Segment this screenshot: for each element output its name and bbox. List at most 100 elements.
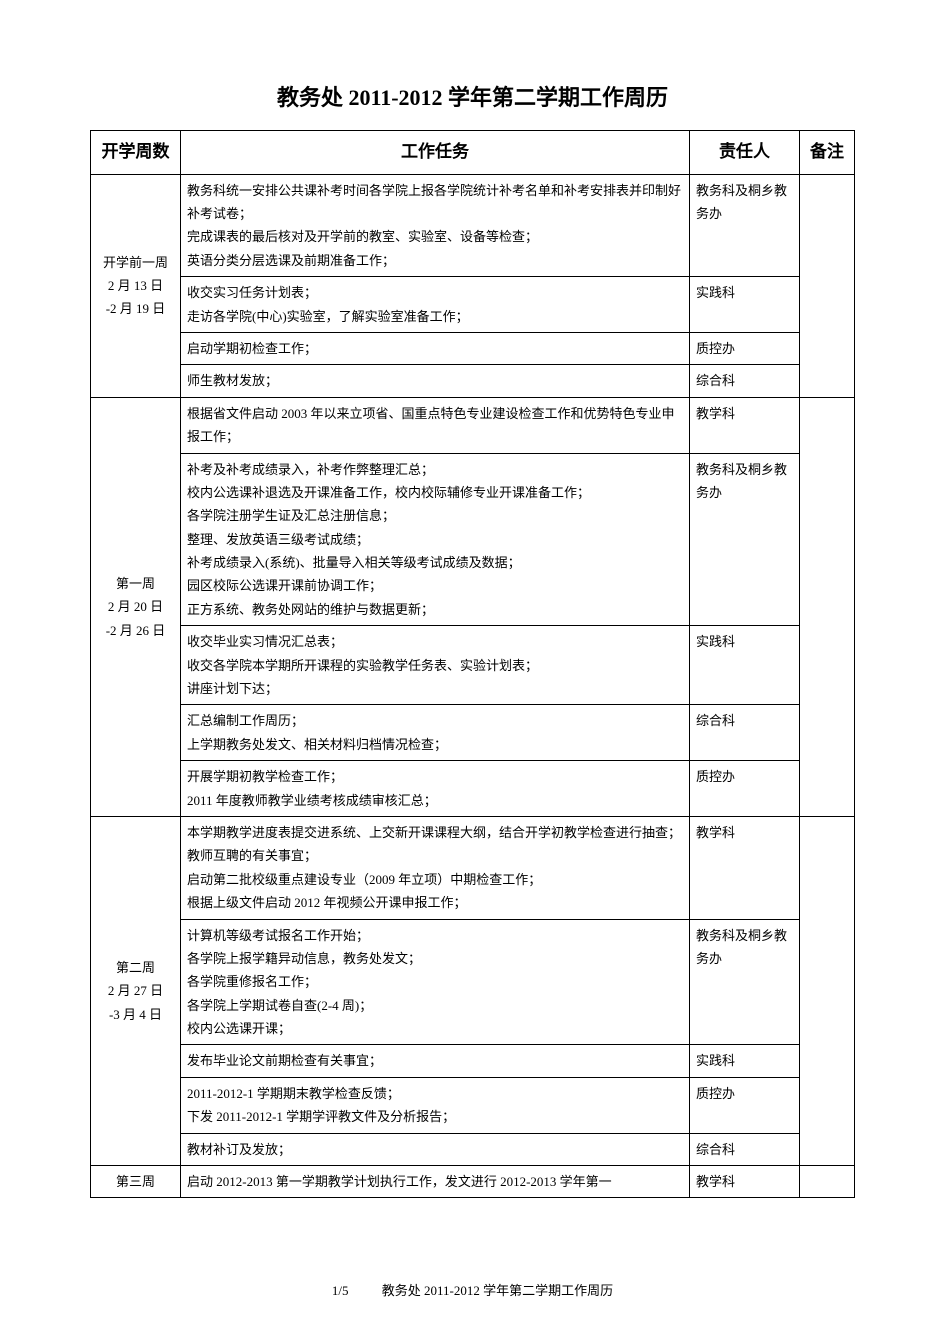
task-cell: 计算机等级考试报名工作开始；各学院上报学籍异动信息，教务处发文；各学院重修报名工… xyxy=(181,919,690,1045)
week-label-line: 2 月 27 日 xyxy=(93,979,178,1002)
person-cell: 实践科 xyxy=(690,626,800,705)
table-row: 第一周2 月 20 日-2 月 26 日根据省文件启动 2003 年以来立项省、… xyxy=(91,397,855,453)
footer-title: 教务处 2011-2012 学年第二学期工作周历 xyxy=(382,1283,613,1298)
person-cell: 教务科及桐乡教务办 xyxy=(690,453,800,626)
week-label-line: 第二周 xyxy=(93,956,178,979)
person-cell: 综合科 xyxy=(690,1133,800,1165)
task-cell: 教务科统一安排公共课补考时间各学院上报各学院统计补考名单和补考安排表并印制好补考… xyxy=(181,174,690,277)
person-cell: 质控办 xyxy=(690,1077,800,1133)
task-cell: 教材补订及发放； xyxy=(181,1133,690,1165)
table-row: 收交毕业实习情况汇总表；收交各学院本学期所开课程的实验教学任务表、实验计划表；讲… xyxy=(91,626,855,705)
task-cell: 2011-2012-1 学期期末教学检查反馈；下发 2011-2012-1 学期… xyxy=(181,1077,690,1133)
task-line: 各学院注册学生证及汇总注册信息； xyxy=(187,504,683,527)
table-row: 开学前一周2 月 13 日-2 月 19 日教务科统一安排公共课补考时间各学院上… xyxy=(91,174,855,277)
task-cell: 启动学期初检查工作； xyxy=(181,332,690,364)
person-cell: 综合科 xyxy=(690,365,800,397)
task-line: 启动 2012-2013 第一学期教学计划执行工作，发文进行 2012-2013… xyxy=(187,1170,683,1193)
task-cell: 收交毕业实习情况汇总表；收交各学院本学期所开课程的实验教学任务表、实验计划表；讲… xyxy=(181,626,690,705)
table-row: 第二周2 月 27 日-3 月 4 日本学期教学进度表提交进系统、上交新开课课程… xyxy=(91,816,855,919)
task-line: 各学院上报学籍异动信息，教务处发文； xyxy=(187,947,683,970)
document-page: 教务处 2011-2012 学年第二学期工作周历 开学周数 工作任务 责任人 备… xyxy=(0,0,945,1337)
task-cell: 根据省文件启动 2003 年以来立项省、国重点特色专业建设检查工作和优势特色专业… xyxy=(181,397,690,453)
task-line: 整理、发放英语三级考试成绩； xyxy=(187,528,683,551)
note-cell xyxy=(800,397,855,816)
task-line: 走访各学院(中心)实验室，了解实验室准备工作； xyxy=(187,305,683,328)
col-header-task: 工作任务 xyxy=(181,131,690,175)
person-cell: 教学科 xyxy=(690,816,800,919)
table-body: 开学前一周2 月 13 日-2 月 19 日教务科统一安排公共课补考时间各学院上… xyxy=(91,174,855,1198)
task-cell: 汇总编制工作周历；上学期教务处发文、相关材料归档情况检查； xyxy=(181,705,690,761)
task-line: 师生教材发放； xyxy=(187,369,683,392)
task-cell: 收交实习任务计划表；走访各学院(中心)实验室，了解实验室准备工作； xyxy=(181,277,690,333)
table-row: 开展学期初教学检查工作；2011 年度教师教学业绩考核成绩审核汇总； 质控办 xyxy=(91,761,855,817)
task-line: 收交毕业实习情况汇总表； xyxy=(187,630,683,653)
table-row: 收交实习任务计划表；走访各学院(中心)实验室，了解实验室准备工作；实践科 xyxy=(91,277,855,333)
week-cell: 第二周2 月 27 日-3 月 4 日 xyxy=(91,816,181,1165)
task-line: 英语分类分层选课及前期准备工作； xyxy=(187,249,683,272)
task-line: 校内公选课补退选及开课准备工作，校内校际辅修专业开课准备工作； xyxy=(187,481,683,504)
table-row: 2011-2012-1 学期期末教学检查反馈；下发 2011-2012-1 学期… xyxy=(91,1077,855,1133)
task-cell: 补考及补考成绩录入，补考作弊整理汇总；校内公选课补退选及开课准备工作，校内校际辅… xyxy=(181,453,690,626)
table-row: 计算机等级考试报名工作开始；各学院上报学籍异动信息，教务处发文；各学院重修报名工… xyxy=(91,919,855,1045)
week-cell: 第三周 xyxy=(91,1166,181,1198)
week-label-line: 2 月 20 日 xyxy=(93,595,178,618)
person-cell: 教学科 xyxy=(690,397,800,453)
table-row: 第三周启动 2012-2013 第一学期教学计划执行工作，发文进行 2012-2… xyxy=(91,1166,855,1198)
week-label-line: 开学前一周 xyxy=(93,251,178,274)
table-header-row: 开学周数 工作任务 责任人 备注 xyxy=(91,131,855,175)
person-cell: 教务科及桐乡教务办 xyxy=(690,174,800,277)
col-header-person: 责任人 xyxy=(690,131,800,175)
task-line: 各学院重修报名工作； xyxy=(187,970,683,993)
week-label-line: 第三周 xyxy=(93,1170,178,1193)
task-line: 教务科统一安排公共课补考时间各学院上报各学院统计补考名单和补考安排表并印制好补考… xyxy=(187,179,683,226)
note-cell xyxy=(800,816,855,1165)
task-line: 启动学期初检查工作； xyxy=(187,337,683,360)
task-cell: 发布毕业论文前期检查有关事宜； xyxy=(181,1045,690,1077)
task-line: 收交各学院本学期所开课程的实验教学任务表、实验计划表； xyxy=(187,654,683,677)
task-line: 发布毕业论文前期检查有关事宜； xyxy=(187,1049,683,1072)
task-line: 收交实习任务计划表； xyxy=(187,281,683,304)
page-number: 1/5 xyxy=(332,1283,349,1298)
task-line: 各学院上学期试卷自查(2-4 周)； xyxy=(187,994,683,1017)
week-label-line: 第一周 xyxy=(93,572,178,595)
person-cell: 教务科及桐乡教务办 xyxy=(690,919,800,1045)
person-cell: 质控办 xyxy=(690,332,800,364)
person-cell: 质控办 xyxy=(690,761,800,817)
task-line: 启动第二批校级重点建设专业（2009 年立项）中期检查工作； xyxy=(187,868,683,891)
person-cell: 实践科 xyxy=(690,1045,800,1077)
col-header-week: 开学周数 xyxy=(91,131,181,175)
task-line: 校内公选课开课； xyxy=(187,1017,683,1040)
person-cell: 实践科 xyxy=(690,277,800,333)
task-line: 计算机等级考试报名工作开始； xyxy=(187,924,683,947)
task-line: 根据省文件启动 2003 年以来立项省、国重点特色专业建设检查工作和优势特色专业… xyxy=(187,402,683,449)
task-line: 教师互聘的有关事宜； xyxy=(187,844,683,867)
task-line: 本学期教学进度表提交进系统、上交新开课课程大纲，结合开学初教学检查进行抽查； xyxy=(187,821,683,844)
task-line: 补考成绩录入(系统)、批量导入相关等级考试成绩及数据； xyxy=(187,551,683,574)
task-line: 根据上级文件启动 2012 年视频公开课申报工作； xyxy=(187,891,683,914)
task-line: 2011-2012-1 学期期末教学检查反馈； xyxy=(187,1082,683,1105)
table-row: 师生教材发放； 综合科 xyxy=(91,365,855,397)
schedule-table: 开学周数 工作任务 责任人 备注 开学前一周2 月 13 日-2 月 19 日教… xyxy=(90,130,855,1198)
task-cell: 师生教材发放； xyxy=(181,365,690,397)
note-cell xyxy=(800,174,855,397)
week-label-line: 2 月 13 日 xyxy=(93,274,178,297)
table-row: 汇总编制工作周历；上学期教务处发文、相关材料归档情况检查；综合科 xyxy=(91,705,855,761)
col-header-note: 备注 xyxy=(800,131,855,175)
table-row: 补考及补考成绩录入，补考作弊整理汇总；校内公选课补退选及开课准备工作，校内校际辅… xyxy=(91,453,855,626)
task-line: 汇总编制工作周历； xyxy=(187,709,683,732)
person-cell: 综合科 xyxy=(690,705,800,761)
week-cell: 开学前一周2 月 13 日-2 月 19 日 xyxy=(91,174,181,397)
task-line: 开展学期初教学检查工作； xyxy=(187,765,683,788)
task-line: 下发 2011-2012-1 学期学评教文件及分析报告； xyxy=(187,1105,683,1128)
person-cell: 教学科 xyxy=(690,1166,800,1198)
week-label-line: -2 月 19 日 xyxy=(93,297,178,320)
week-label-line: -2 月 26 日 xyxy=(93,619,178,642)
task-line: 讲座计划下达； xyxy=(187,677,683,700)
week-label-line: -3 月 4 日 xyxy=(93,1003,178,1026)
task-line: 上学期教务处发文、相关材料归档情况检查； xyxy=(187,733,683,756)
note-cell xyxy=(800,1166,855,1198)
table-row: 启动学期初检查工作； 质控办 xyxy=(91,332,855,364)
task-cell: 本学期教学进度表提交进系统、上交新开课课程大纲，结合开学初教学检查进行抽查；教师… xyxy=(181,816,690,919)
table-row: 发布毕业论文前期检查有关事宜； 实践科 xyxy=(91,1045,855,1077)
task-line: 2011 年度教师教学业绩考核成绩审核汇总； xyxy=(187,789,683,812)
